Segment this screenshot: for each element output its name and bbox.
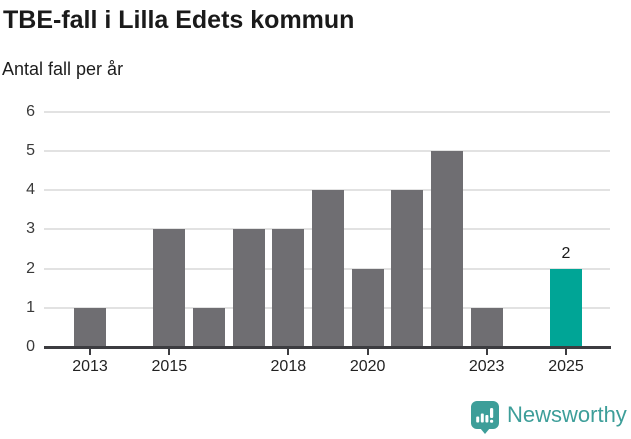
y-axis-tick-label: 4: [26, 181, 35, 199]
bar-2020: [351, 268, 384, 347]
x-axis-label-2020: 2020: [349, 358, 386, 375]
x-axis-label-2018: 2018: [270, 358, 307, 375]
y-axis-tick-label: 1: [26, 298, 35, 316]
y-axis-tick-label: 5: [26, 142, 35, 160]
x-axis-label-2013: 2013: [72, 358, 108, 375]
x-axis-label-2015: 2015: [151, 358, 188, 375]
newsworthy-logo-icon: [471, 401, 499, 434]
chart-subtitle: Antal fall per år: [2, 59, 124, 79]
bar-2025: [550, 268, 582, 347]
x-axis-tick-2018: [287, 349, 290, 355]
brand-footer: Newsworthy: [470, 400, 627, 434]
chart-title: TBE-fall i Lilla Edets kommun: [3, 6, 355, 34]
y-axis-tick-label: 2: [26, 259, 35, 277]
x-axis-tick-2020: [366, 349, 369, 355]
x-axis-label-2025: 2025: [548, 358, 584, 375]
highlight-value-label: 2: [561, 244, 571, 262]
bar-2022: [431, 151, 463, 347]
x-axis-tick-2013: [89, 349, 91, 355]
gridline-y6: [44, 110, 610, 113]
y-axis-tick-label: 6: [26, 102, 35, 120]
bar-2013: [74, 307, 106, 347]
gridline-y5: [44, 150, 610, 153]
x-axis-tick-2023: [485, 349, 488, 355]
x-axis-tick-2025: [565, 349, 567, 355]
bar-2021: [391, 190, 424, 347]
y-axis-tick-label: 3: [26, 220, 35, 238]
bar-2019: [312, 190, 344, 347]
bar-2015: [153, 229, 186, 347]
bar-2017: [232, 229, 265, 347]
x-axis-line: [44, 346, 611, 349]
y-axis-tick-label: 0: [26, 338, 35, 355]
bar-2016: [193, 307, 225, 347]
x-axis-tick-2015: [168, 349, 171, 355]
bar-2023: [470, 307, 503, 347]
brand-name: Newsworthy: [507, 402, 627, 427]
x-axis-label-2023: 2023: [468, 358, 505, 375]
bar-2018: [272, 229, 305, 347]
